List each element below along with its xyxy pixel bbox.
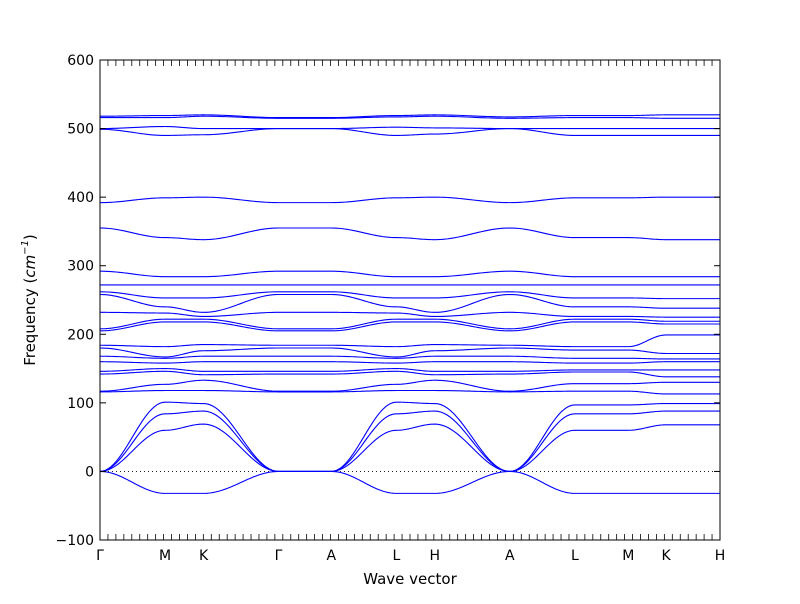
- band-line-14: [100, 334, 720, 348]
- band-line-7: [99, 270, 720, 278]
- x-tick-label: Γ: [96, 548, 104, 564]
- y-tick-label: 500: [67, 122, 94, 138]
- band-line-24: [99, 423, 720, 472]
- x-tick-label: L: [392, 548, 400, 564]
- band-line-19: [99, 370, 720, 378]
- y-tick-label: 300: [67, 259, 94, 275]
- y-axis-label-prefix: Frequency (: [21, 278, 39, 366]
- band-line-4: [99, 128, 720, 136]
- band-line-17: [99, 361, 720, 364]
- band-line-1: [100, 114, 720, 119]
- x-axis-label: Wave vector: [363, 570, 457, 588]
- band-line-5: [99, 196, 720, 204]
- x-tick-label: K: [661, 548, 671, 564]
- band-line-3: [99, 125, 720, 130]
- x-tick-label: K: [199, 548, 209, 564]
- x-tick-label: M: [622, 548, 634, 564]
- x-tick-label: Γ: [275, 548, 283, 564]
- y-axis-label-var: cm: [21, 255, 39, 278]
- x-tick-label: H: [715, 548, 726, 564]
- y-tick-label: 400: [67, 190, 94, 206]
- y-axis-label-suffix: ): [21, 234, 39, 240]
- band-line-22: [99, 401, 720, 472]
- band-line-6: [99, 227, 720, 241]
- band-line-16: [99, 355, 720, 360]
- x-tick-label: L: [571, 548, 579, 564]
- y-tick-label: −100: [56, 533, 94, 549]
- band-line-25: [99, 470, 720, 494]
- band-line-23: [99, 410, 720, 472]
- band-line-13: [99, 321, 720, 332]
- plot-area: [99, 114, 720, 494]
- x-tick-label: M: [159, 548, 171, 564]
- y-axis-label: Frequency (cm−1): [20, 234, 39, 366]
- band-line-15: [99, 347, 720, 358]
- x-tick-label: A: [326, 548, 336, 564]
- y-tick-label: 200: [67, 327, 94, 343]
- band-line-18: [99, 368, 720, 372]
- axes: −100 0 100 200 300 400 500 600 Γ M K Γ A L H A L M K H: [56, 53, 726, 564]
- x-tick-label: A: [505, 548, 515, 564]
- x-tick-label: H: [430, 548, 441, 564]
- band-line-10: [99, 293, 720, 313]
- y-tick-label: 0: [85, 464, 94, 480]
- band-line-2: [100, 115, 720, 119]
- band-line-11: [99, 311, 720, 318]
- y-tick-label: 600: [67, 53, 94, 69]
- band-line-21: [99, 389, 720, 395]
- band-line-9: [99, 291, 720, 300]
- band-line-12: [99, 318, 720, 330]
- y-tick-label: 100: [67, 396, 94, 412]
- y-axis-label-exp: −1: [20, 240, 31, 255]
- band-line-20: [99, 379, 720, 392]
